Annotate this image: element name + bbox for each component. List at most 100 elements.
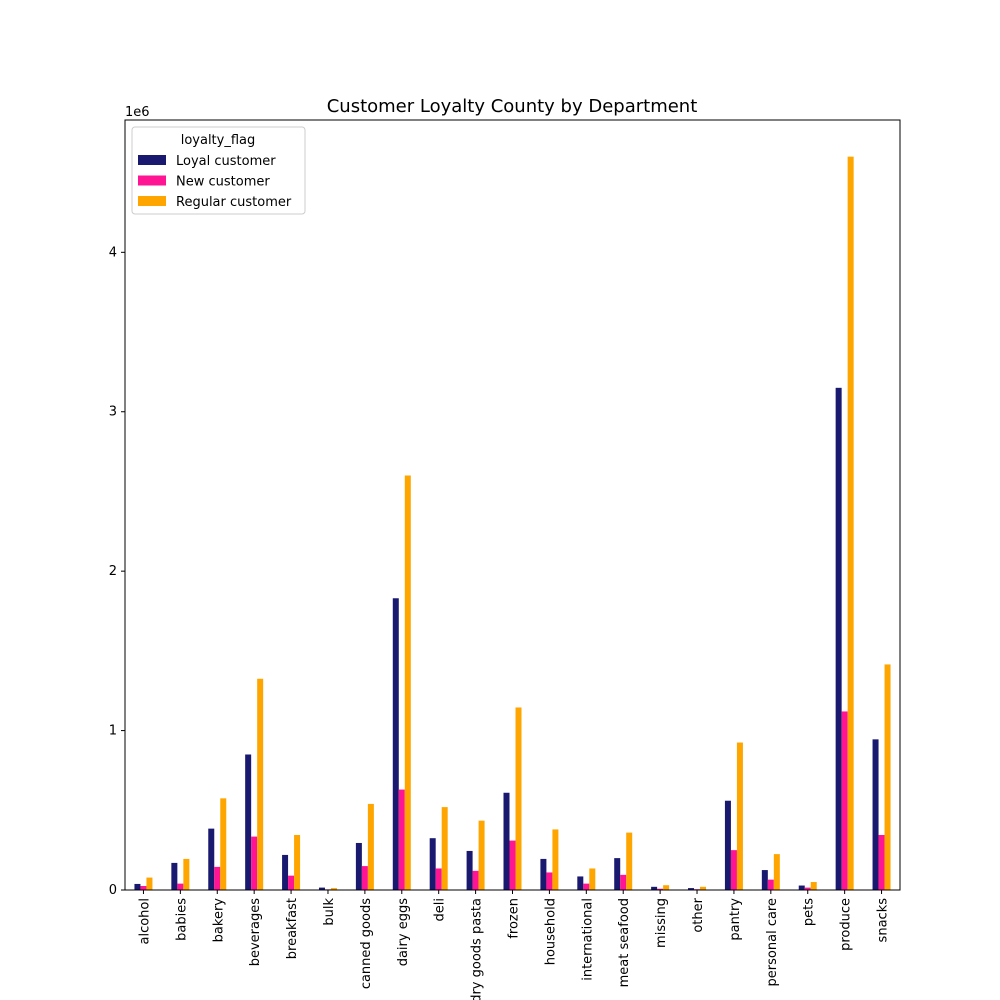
bar	[626, 832, 633, 890]
y-tick-label: 1	[109, 724, 117, 739]
x-tick-label: bakery	[211, 898, 226, 943]
x-tick-label: beverages	[248, 898, 263, 967]
bar	[466, 850, 473, 890]
bar	[361, 866, 368, 890]
x-tick-label: canned goods	[359, 898, 374, 989]
y-tick-label: 3	[109, 405, 117, 420]
bar	[330, 888, 337, 890]
bar	[478, 820, 485, 890]
x-tick-label: pantry	[728, 898, 743, 941]
bar	[798, 885, 805, 890]
bar	[878, 835, 885, 890]
x-tick-label: meat seafood	[617, 898, 632, 987]
legend-box	[131, 126, 306, 215]
bar	[183, 858, 190, 890]
bars	[134, 156, 891, 890]
plot-frame	[124, 119, 901, 891]
bar	[398, 789, 405, 890]
bar	[404, 475, 411, 890]
bar	[847, 156, 854, 890]
x-tick-label: alcohol	[137, 898, 152, 944]
bar	[700, 886, 707, 890]
bar	[767, 879, 774, 890]
bar	[583, 883, 590, 890]
x-tick-label: deli	[433, 898, 448, 921]
bar	[841, 711, 848, 890]
bar	[515, 707, 522, 890]
y-scale-label: 1e6	[125, 105, 150, 120]
bar	[208, 828, 215, 890]
legend-swatch	[138, 155, 166, 165]
x-tick-label: household	[543, 898, 558, 965]
y-tick-label: 2	[109, 564, 117, 579]
bar	[429, 838, 436, 890]
x-tick-label: frozen	[507, 898, 522, 939]
bar	[140, 886, 147, 890]
x-tick-label: babies	[174, 898, 189, 941]
bar	[294, 835, 301, 890]
bar	[651, 886, 658, 890]
chart-title: Customer Loyalty County by Department	[327, 96, 698, 117]
x-tick-label: other	[691, 897, 706, 932]
bar	[736, 742, 743, 890]
bar	[663, 885, 670, 890]
bar	[620, 874, 627, 890]
x-tick-label: missing	[654, 898, 669, 948]
bar	[804, 887, 811, 890]
legend-title: loyalty_flag	[181, 133, 256, 148]
legend-label: Loyal customer	[176, 154, 276, 169]
x-tick-label: snacks	[876, 898, 891, 943]
legend-swatch	[138, 175, 166, 186]
bar	[435, 868, 442, 890]
x-tick-label: personal care	[765, 898, 780, 986]
bar	[171, 862, 178, 890]
bar	[503, 792, 510, 890]
bar	[509, 840, 516, 890]
bar	[282, 854, 289, 890]
bar	[472, 870, 479, 890]
bar	[730, 850, 737, 890]
bar	[220, 798, 227, 890]
bar	[589, 868, 596, 890]
bar	[657, 888, 664, 890]
legend: loyalty_flag Loyal customer New customer R…	[131, 126, 306, 215]
bar	[177, 883, 184, 890]
x-tick-label: produce	[839, 898, 854, 951]
bar	[318, 887, 325, 890]
bar	[355, 842, 362, 890]
bar	[835, 387, 842, 890]
legend-entries: Loyal customer New customer Regular custom…	[138, 154, 292, 210]
bar	[546, 872, 553, 890]
bar	[134, 883, 141, 890]
x-axis: alcohol babies bakery beverages breakfast bul…	[137, 890, 891, 1000]
bar	[884, 664, 891, 890]
bar	[245, 754, 252, 890]
x-tick-label: dry goods pasta	[470, 898, 485, 1000]
legend-label: Regular customer	[176, 195, 292, 210]
bar	[810, 882, 817, 890]
bar	[614, 858, 621, 890]
y-tick-label: 0	[109, 883, 117, 898]
legend-label: New customer	[176, 175, 270, 190]
bar	[773, 854, 780, 890]
bar	[724, 800, 731, 890]
x-tick-label: pets	[802, 898, 817, 926]
bar	[540, 858, 547, 890]
bar	[288, 875, 295, 890]
bar	[214, 866, 221, 890]
x-tick-label: dairy eggs	[396, 898, 411, 967]
x-tick-label: breakfast	[285, 898, 300, 959]
bar	[257, 678, 264, 890]
y-axis: 0 1 2 3 4	[109, 245, 125, 898]
bar	[146, 877, 153, 890]
legend-swatch	[138, 196, 166, 206]
bar	[872, 739, 879, 890]
bar	[392, 598, 399, 890]
x-tick-label: bulk	[322, 898, 337, 926]
bar	[577, 876, 584, 890]
bar	[688, 888, 695, 890]
bar	[441, 807, 448, 890]
bar	[552, 829, 559, 890]
x-tick-label: international	[580, 898, 595, 981]
